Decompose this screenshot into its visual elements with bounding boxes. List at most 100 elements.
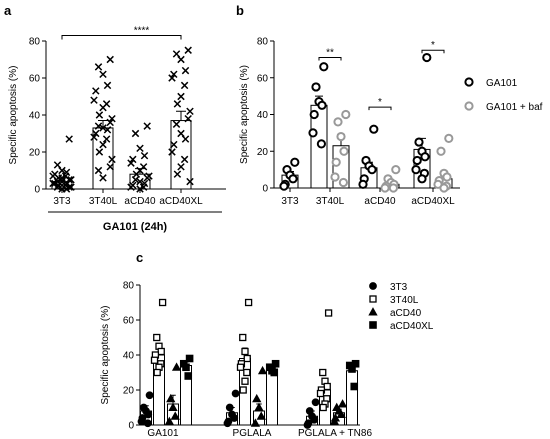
data-point [254,402,264,411]
data-point [337,399,348,408]
data-point [244,298,253,307]
data-point [90,96,98,104]
data-point [177,92,185,101]
data-point [311,398,320,407]
significance-bracket [318,57,342,61]
x-tick-label: PGLALA [233,428,272,439]
x-tick-label: aCD40XL [159,196,203,207]
data-point [65,135,73,143]
data-point [319,368,327,377]
data-point [153,333,161,342]
data-point [442,172,452,182]
bar [266,368,278,426]
data-point [350,382,359,391]
legend-marker [369,295,377,303]
significance-bracket [61,34,182,40]
data-point [92,129,100,138]
data-point [131,129,140,138]
data-point [53,183,62,191]
data-point [417,174,427,184]
legend-label: aCD40 [390,308,422,319]
data-point [62,185,71,193]
data-point [157,347,165,356]
data-point [336,409,346,418]
data-point [411,165,421,175]
data-point [136,144,144,153]
data-point [103,126,112,134]
error-bar [176,110,186,121]
data-point [231,389,240,398]
data-point [367,165,377,175]
x-tick-label: 3T3 [281,196,299,207]
data-point [94,122,103,130]
data-point [184,114,192,123]
data-point [143,122,151,130]
chart-panel-c: 0 20 40 60 80 Specific apoptosis (%) GA101 PGLA… [100,281,434,439]
data-point [422,52,432,63]
x-tick-label: aCD40 [364,196,396,207]
data-point [143,419,152,428]
data-point [108,155,116,164]
data-point [436,146,446,156]
panel-label-c: c [136,250,143,265]
data-point [99,70,107,79]
legend-label: 3T3 [390,282,408,293]
data-point [168,402,178,411]
data-point [58,166,66,175]
data-point [171,362,182,371]
data-point [236,363,245,371]
legend-marker [464,101,474,111]
data-point [316,139,326,149]
data-point [270,368,279,377]
data-point [330,172,340,182]
data-point [252,393,262,403]
y-tick-label: 40 [123,351,135,362]
y-tick-label: 20 [257,147,269,158]
data-point [279,181,289,191]
data-point [129,155,137,164]
data-point [185,354,194,363]
x-tick-label: aCD40XL [411,196,455,207]
y-tick-label: 20 [29,148,41,159]
significance-bracket [368,106,392,111]
y-tick-label: 60 [257,73,269,84]
x-tick-label: PGLALA + TN86 [298,428,372,439]
data-point [308,128,318,138]
data-point [166,393,176,403]
data-point [127,183,135,191]
data-point [137,417,146,426]
data-point [177,163,185,171]
data-point [180,81,189,90]
data-point [92,87,100,95]
data-point [239,386,247,394]
data-point [106,118,114,127]
y-tick-label: 40 [257,110,269,121]
data-point [90,133,98,141]
data-point [170,70,178,79]
x-tick-label: aCD40 [124,196,156,207]
data-point [99,140,107,149]
y-tick-label: 80 [29,37,41,48]
y-axis-label: Specific apoptosis (%) [8,66,19,165]
data-point [319,403,327,412]
data-point [94,63,103,71]
data-point [348,365,356,373]
data-point [173,100,182,108]
data-point [140,151,149,160]
data-point [106,55,114,64]
x-tick-label: GA101 [147,428,179,439]
data-point [391,165,401,175]
data-point [310,415,319,424]
data-point [94,166,103,175]
data-point [250,418,261,427]
data-point [144,410,153,419]
data-point [67,183,75,191]
chart-panel-a: 0 20 40 60 80 Specific apoptosis (%) 3T3 3T40L a… [8,25,226,233]
data-point [131,176,140,184]
data-point [338,177,348,188]
data-point [106,163,114,171]
data-point [303,421,312,429]
data-point [243,368,251,377]
y-axis-label: Specific apoptosis (%) [239,65,250,164]
data-point [102,135,111,143]
